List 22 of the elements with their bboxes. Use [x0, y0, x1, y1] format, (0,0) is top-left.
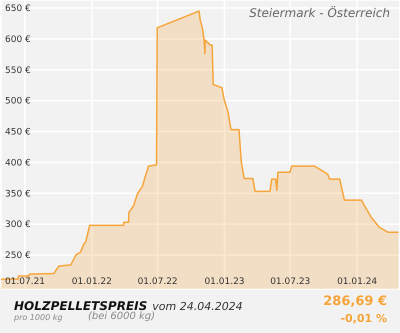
y-tick-label: 400 € [5, 158, 32, 168]
annotation: Steiermark - Österreich [249, 6, 390, 20]
y-tick-label: 300 € [5, 220, 32, 230]
y-tick-label: 550 € [5, 66, 32, 76]
text: -0,01 % [340, 312, 387, 325]
x-tick-label: 01.01.22 [72, 277, 112, 287]
x-tick-label: 01.07.21 [4, 277, 46, 287]
text: (bei 6000 kg) [88, 311, 156, 322]
text: vom 24.04.2024 [152, 300, 243, 313]
x-tick-label: 01.07.23 [270, 277, 310, 287]
y-tick-label: 250 € [5, 251, 32, 262]
x-tick-label: 01.07.22 [138, 277, 178, 287]
x-tick-label: 01.01.23 [204, 277, 245, 287]
text: pro 1000 kg [14, 313, 62, 322]
text: HOLZPELLETSPREIS [14, 299, 148, 313]
y-tick-label: 650 € [5, 4, 32, 14]
y-tick-label: 600 € [5, 34, 32, 45]
y-tick-label: 500 € [5, 96, 32, 107]
text: 286,69 € [323, 294, 387, 309]
y-tick-label: 350 € [5, 189, 32, 200]
x-tick-label: 01.01.24 [337, 277, 378, 287]
y-tick-label: 450 € [5, 128, 32, 138]
